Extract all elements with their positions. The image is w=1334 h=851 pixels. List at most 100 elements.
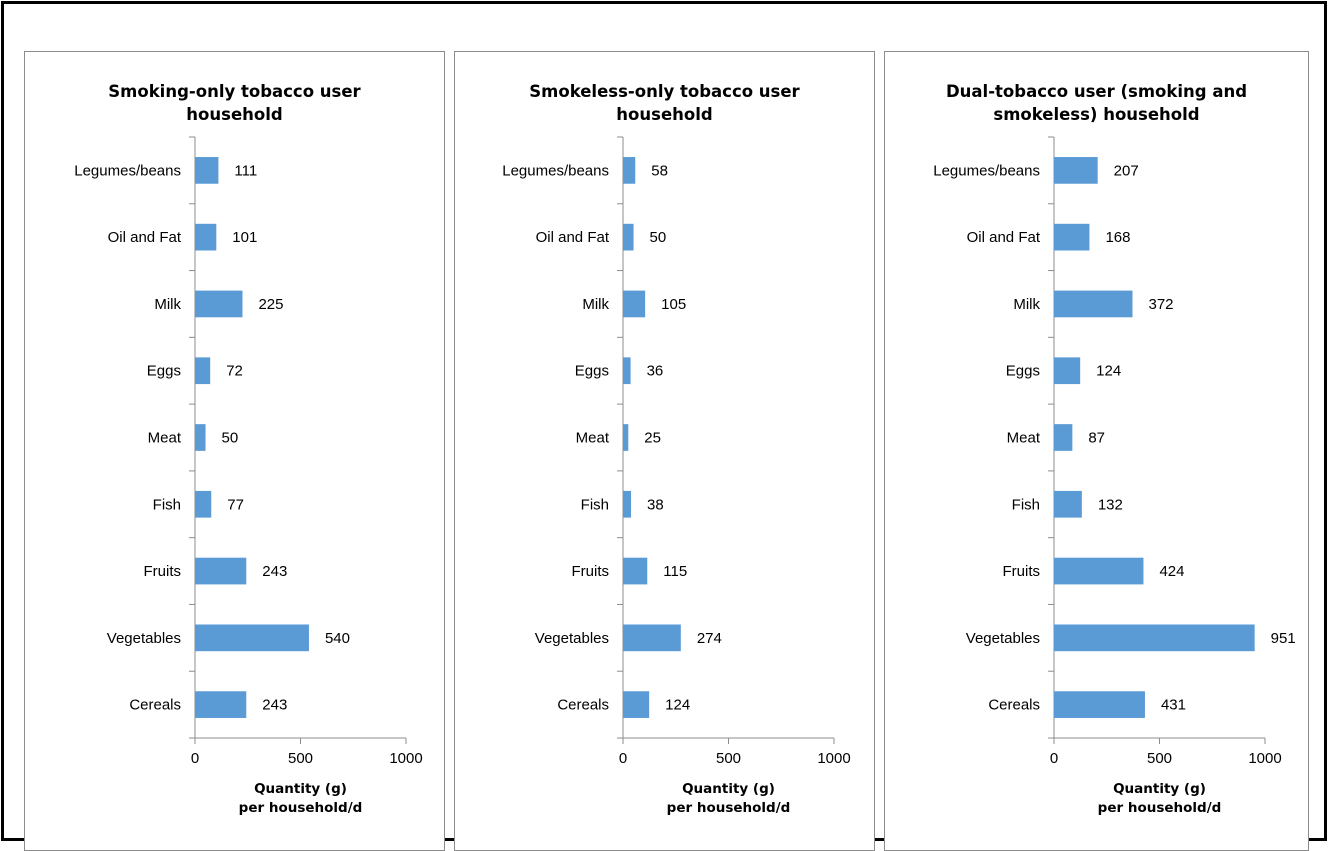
chart-panel-smoking-only: Smoking-only tobacco user household Legume… xyxy=(24,51,445,851)
data-label: 124 xyxy=(1096,363,1121,380)
bar-meat xyxy=(623,424,629,451)
category-label: Meat xyxy=(576,430,610,447)
category-label: Vegetables xyxy=(966,630,1040,647)
data-label: 225 xyxy=(258,296,283,313)
chart-title-line: Smokeless-only tobacco user xyxy=(529,82,800,101)
bar-milk xyxy=(623,290,646,318)
chart-title-line: Dual-tobacco user (smoking and xyxy=(945,82,1248,101)
bar-fish xyxy=(1054,490,1082,518)
data-label: 50 xyxy=(650,229,667,246)
x-tick-label: 500 xyxy=(1147,750,1172,767)
bar-legumes-beans xyxy=(1054,157,1098,184)
data-label: 243 xyxy=(262,563,287,580)
x-axis-title-line: Quantity (g) xyxy=(254,781,347,797)
x-axis-title-line: per household/d xyxy=(666,800,791,816)
chart-panel-dual-tobacco: Dual-tobacco user (smoking and smokeless)… xyxy=(884,51,1309,851)
data-label: 36 xyxy=(647,363,664,380)
x-axis-title: Quantity (g) per household/d xyxy=(1014,780,1305,818)
data-label: 124 xyxy=(665,697,690,714)
category-label: Fish xyxy=(1012,496,1040,513)
x-tick-label: 500 xyxy=(288,750,313,767)
category-label: Oil and Fat xyxy=(967,229,1041,246)
bar-chart: Legumes/beans 58 Oil and Fat 50 Milk 105 Eggs 3… xyxy=(502,136,851,767)
category-label: Fruits xyxy=(144,563,182,580)
chart-title: Smoking-only tobacco user household xyxy=(25,80,444,126)
category-label: Fish xyxy=(581,496,609,513)
category-label: Legumes/beans xyxy=(74,162,181,179)
data-label: 105 xyxy=(661,296,686,313)
x-tick-label: 500 xyxy=(716,750,741,767)
data-label: 77 xyxy=(227,496,244,513)
data-label: 168 xyxy=(1105,229,1130,246)
chart-title: Smokeless-only tobacco user household xyxy=(455,80,874,126)
bar-cereals xyxy=(1054,691,1145,718)
bar-milk xyxy=(1054,290,1133,318)
data-label: 101 xyxy=(232,229,257,246)
x-tick-label: 0 xyxy=(619,750,627,767)
category-label: Fish xyxy=(153,496,181,513)
bar-vegetables xyxy=(623,624,681,652)
data-label: 50 xyxy=(222,430,239,447)
bar-legumes-beans xyxy=(623,157,636,184)
category-label: Milk xyxy=(154,296,181,313)
category-label: Vegetables xyxy=(535,630,609,647)
bar-oil-and-fat xyxy=(195,223,217,251)
x-tick-label: 1000 xyxy=(389,750,422,767)
data-label: 72 xyxy=(226,363,243,380)
bar-fruits xyxy=(623,557,648,585)
data-label: 207 xyxy=(1114,162,1139,179)
data-label: 58 xyxy=(651,162,668,179)
category-label: Eggs xyxy=(147,363,181,380)
category-label: Oil and Fat xyxy=(536,229,610,246)
category-label: Cereals xyxy=(557,697,609,714)
chart-title-line: household xyxy=(186,105,283,124)
data-label: 111 xyxy=(234,162,257,179)
chart-title-line: household xyxy=(616,105,713,124)
x-tick-label: 0 xyxy=(191,750,199,767)
bar-meat xyxy=(195,424,206,451)
category-label: Fruits xyxy=(572,563,610,580)
category-label: Vegetables xyxy=(107,630,181,647)
category-label: Meat xyxy=(1007,430,1041,447)
bar-oil-and-fat xyxy=(1054,223,1090,251)
category-label: Legumes/beans xyxy=(502,162,609,179)
data-label: 115 xyxy=(663,563,687,580)
bar-fish xyxy=(623,490,632,518)
category-label: Milk xyxy=(1013,296,1040,313)
x-axis-title: Quantity (g) per household/d xyxy=(155,780,444,818)
bar-chart: Legumes/beans 111 Oil and Fat 101 Milk 225 Egg… xyxy=(74,136,423,767)
category-label: Cereals xyxy=(129,697,181,714)
data-label: 372 xyxy=(1148,296,1173,313)
bar-oil-and-fat xyxy=(623,223,634,251)
category-label: Cereals xyxy=(988,697,1040,714)
bar-vegetables xyxy=(1054,624,1255,652)
category-label: Oil and Fat xyxy=(108,229,182,246)
data-label: 431 xyxy=(1161,697,1186,714)
bar-cereals xyxy=(623,691,650,718)
x-tick-label: 1000 xyxy=(817,750,850,767)
x-axis-title-line: per household/d xyxy=(1097,800,1222,816)
chart-title-line: smokeless) household xyxy=(993,105,1200,124)
x-axis-title: Quantity (g) per household/d xyxy=(583,780,874,818)
data-label: 243 xyxy=(262,697,287,714)
chart-title: Dual-tobacco user (smoking and smokeless)… xyxy=(885,80,1308,126)
chart-panel-smokeless-only: Smokeless-only tobacco user household Legu… xyxy=(454,51,875,851)
category-label: Eggs xyxy=(575,363,609,380)
data-label: 424 xyxy=(1159,563,1184,580)
bar-fish xyxy=(195,490,212,518)
bar-vegetables xyxy=(195,624,309,652)
category-label: Legumes/beans xyxy=(933,162,1040,179)
category-label: Eggs xyxy=(1006,363,1040,380)
x-tick-label: 0 xyxy=(1050,750,1058,767)
chart-title-line: Smoking-only tobacco user xyxy=(108,82,361,101)
data-label: 540 xyxy=(325,630,350,647)
x-axis-title-line: per household/d xyxy=(238,800,363,816)
data-label: 87 xyxy=(1088,430,1105,447)
category-label: Fruits xyxy=(1003,563,1041,580)
x-axis-title-line: Quantity (g) xyxy=(1113,781,1206,797)
bar-eggs xyxy=(1054,357,1081,385)
bar-eggs xyxy=(195,357,211,385)
x-tick-label: 1000 xyxy=(1248,750,1281,767)
data-label: 25 xyxy=(644,430,661,447)
